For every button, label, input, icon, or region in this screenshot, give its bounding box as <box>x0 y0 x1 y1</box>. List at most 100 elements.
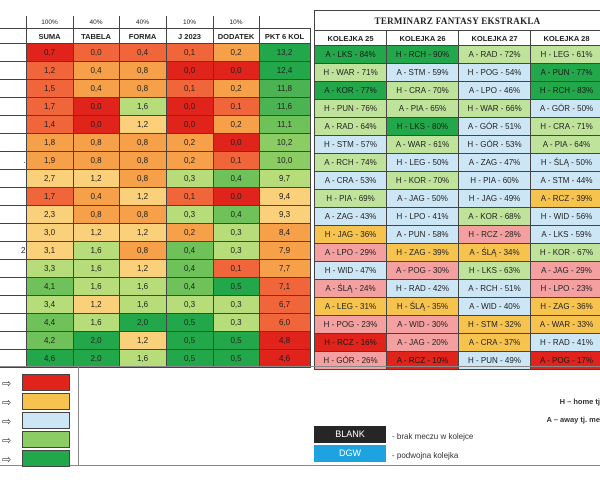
stat-cell: 1,6 <box>118 277 167 296</box>
row-lead <box>0 169 27 188</box>
fixture-cell: H - JAG - 49% <box>458 189 531 208</box>
schedule-row: A - ŚLĄ - 24% H - RAD - 42% A - RCH - 51% H… <box>314 279 600 298</box>
fixture-cell: A - RCZ - 10% <box>386 351 459 370</box>
stat-cell: 0,8 <box>118 133 167 152</box>
header-forma: FORMA <box>118 28 167 44</box>
stat-cell: 2,0 <box>72 331 120 350</box>
stat-cell: 0,2 <box>212 115 260 134</box>
fixture-cell: A - STM - 44% <box>530 171 600 190</box>
schedule-row: H - JAG - 36% A - PUN - 58% H - RCZ - 28% A… <box>314 225 600 244</box>
dgw-badge: DGW <box>314 445 386 462</box>
stat-cell: 4,4 <box>25 313 74 332</box>
row-lead <box>0 331 27 350</box>
team-row: 1,8 0,8 0,8 0,2 0,0 10,2 <box>0 133 311 152</box>
stat-cell: 0,3 <box>212 223 260 242</box>
stat-cell: 0,3 <box>212 241 260 260</box>
stat-cell: 0,4 <box>72 79 120 98</box>
legend-section <box>0 366 600 466</box>
stat-cell: 1,2 <box>72 295 120 314</box>
color-swatch <box>22 393 70 410</box>
team-stats-table: 100% 40% 40% 10% 10% SUMA TABELA FORMA J… <box>0 16 311 368</box>
weight-cell: 100% <box>25 16 74 29</box>
fixture-cell: H - ZAG - 36% <box>530 297 600 316</box>
fixture-cell: A - RAD - 64% <box>314 117 387 136</box>
team-row: 3,3 1,6 1,2 0,4 0,1 7,7 <box>0 259 311 278</box>
header-kolejka-27: KOLEJKA 27 <box>458 30 531 46</box>
home-note: H – home tj <box>559 397 600 406</box>
color-swatch <box>22 450 70 467</box>
fixture-cell: H - KOR - 70% <box>386 171 459 190</box>
stat-cell: 3,4 <box>25 295 74 314</box>
stat-cell: 0,5 <box>212 331 260 350</box>
team-row: 2,7 1,2 0,8 0,3 0,4 9,7 <box>0 169 311 188</box>
stat-cell: 6,0 <box>258 313 311 332</box>
schedule-row: H - RCZ - 16% A - JAG - 20% A - CRA - 37% H… <box>314 333 600 352</box>
header-kolejka-26: KOLEJKA 26 <box>386 30 459 46</box>
row-lead <box>0 97 27 116</box>
fixture-cell: H - ŚLĄ - 35% <box>386 297 459 316</box>
row-lead: . <box>0 151 27 170</box>
header-dodatek: DODATEK <box>212 28 260 44</box>
stat-cell: 0,4 <box>165 241 214 260</box>
stat-cell: 0,4 <box>212 205 260 224</box>
stat-cell: 0,1 <box>165 43 214 62</box>
stat-cell: 6,7 <box>258 295 311 314</box>
fixture-cell: A - POG - 17% <box>530 351 600 370</box>
stat-cell: 0,1 <box>212 97 260 116</box>
row-lead <box>0 277 27 296</box>
stat-cell: 7,9 <box>258 241 311 260</box>
fixture-cell: H - LEG - 50% <box>386 153 459 172</box>
stat-cell: 12,4 <box>258 61 311 80</box>
schedule-row: H - POG - 23% A - WID - 30% H - STM - 32% A… <box>314 315 600 334</box>
stat-cell: 4,8 <box>258 331 311 350</box>
schedule-row: A - CRA - 53% H - KOR - 70% H - PIA - 60% A… <box>314 171 600 190</box>
fixture-cell: H - LPO - 23% <box>530 279 600 298</box>
stat-cell: 11,8 <box>258 79 311 98</box>
fixture-cell: H - POG - 54% <box>458 63 531 82</box>
fixture-cell: A - WAR - 61% <box>386 135 459 154</box>
row-lead <box>0 115 27 134</box>
row-lead <box>0 43 27 62</box>
fixture-cell: H - RCZ - 28% <box>458 225 531 244</box>
stat-cell: 0,2 <box>212 79 260 98</box>
row-lead <box>0 79 27 98</box>
stat-cell: 0,1 <box>212 151 260 170</box>
fixture-cell: A - LPO - 29% <box>314 243 387 262</box>
fixture-cell: H - WAR - 66% <box>458 99 531 118</box>
fixture-cell: A - JAG - 29% <box>530 261 600 280</box>
row-lead <box>0 259 27 278</box>
schedule-row: H - GÓR - 26% A - RCZ - 10% H - PUN - 49% A… <box>314 351 600 370</box>
arrow-icon: ⇨ <box>2 453 12 466</box>
fixture-cell: H - RCH - 83% <box>530 81 600 100</box>
stat-cell: 0,0 <box>72 43 120 62</box>
header-suma: SUMA <box>25 28 74 44</box>
fixture-cell: A - JAG - 20% <box>386 333 459 352</box>
weight-cell: 40% <box>118 16 167 29</box>
color-swatch <box>22 431 70 448</box>
stat-cell: 4,6 <box>25 349 74 368</box>
fixture-cell: H - ŚLĄ - 50% <box>530 153 600 172</box>
stat-cell: 0,5 <box>165 349 214 368</box>
stat-cell: 11,6 <box>258 97 311 116</box>
stat-cell: 1,2 <box>118 259 167 278</box>
fixture-cell: A - RCH - 51% <box>458 279 531 298</box>
fixture-cell: H - RAD - 42% <box>386 279 459 298</box>
row-lead: 2 <box>0 241 27 260</box>
fixture-cell: H - LEG - 61% <box>530 45 600 64</box>
fixture-cell: H - PUN - 76% <box>314 99 387 118</box>
fixture-cell: A - POG - 30% <box>386 261 459 280</box>
stat-cell: 0,8 <box>118 61 167 80</box>
fixture-cell: A - PUN - 58% <box>386 225 459 244</box>
fixture-cell: H - POG - 23% <box>314 315 387 334</box>
row-lead <box>0 61 27 80</box>
stat-cell: 0,3 <box>165 169 214 188</box>
team-row: 4,6 2,0 1,6 0,5 0,5 4,6 <box>0 349 311 368</box>
stat-cell: 1,2 <box>25 61 74 80</box>
stat-cell: 0,5 <box>212 349 260 368</box>
schedule-row: A - ZAG - 43% H - LPO - 41% A - KOR - 68% H… <box>314 207 600 226</box>
stat-cell: 0,4 <box>212 169 260 188</box>
weights-row: 100% 40% 40% 10% 10% <box>0 16 310 29</box>
stat-cell: 0,5 <box>165 313 214 332</box>
stat-cell: 1,7 <box>25 187 74 206</box>
stat-cell: 2,3 <box>25 205 74 224</box>
